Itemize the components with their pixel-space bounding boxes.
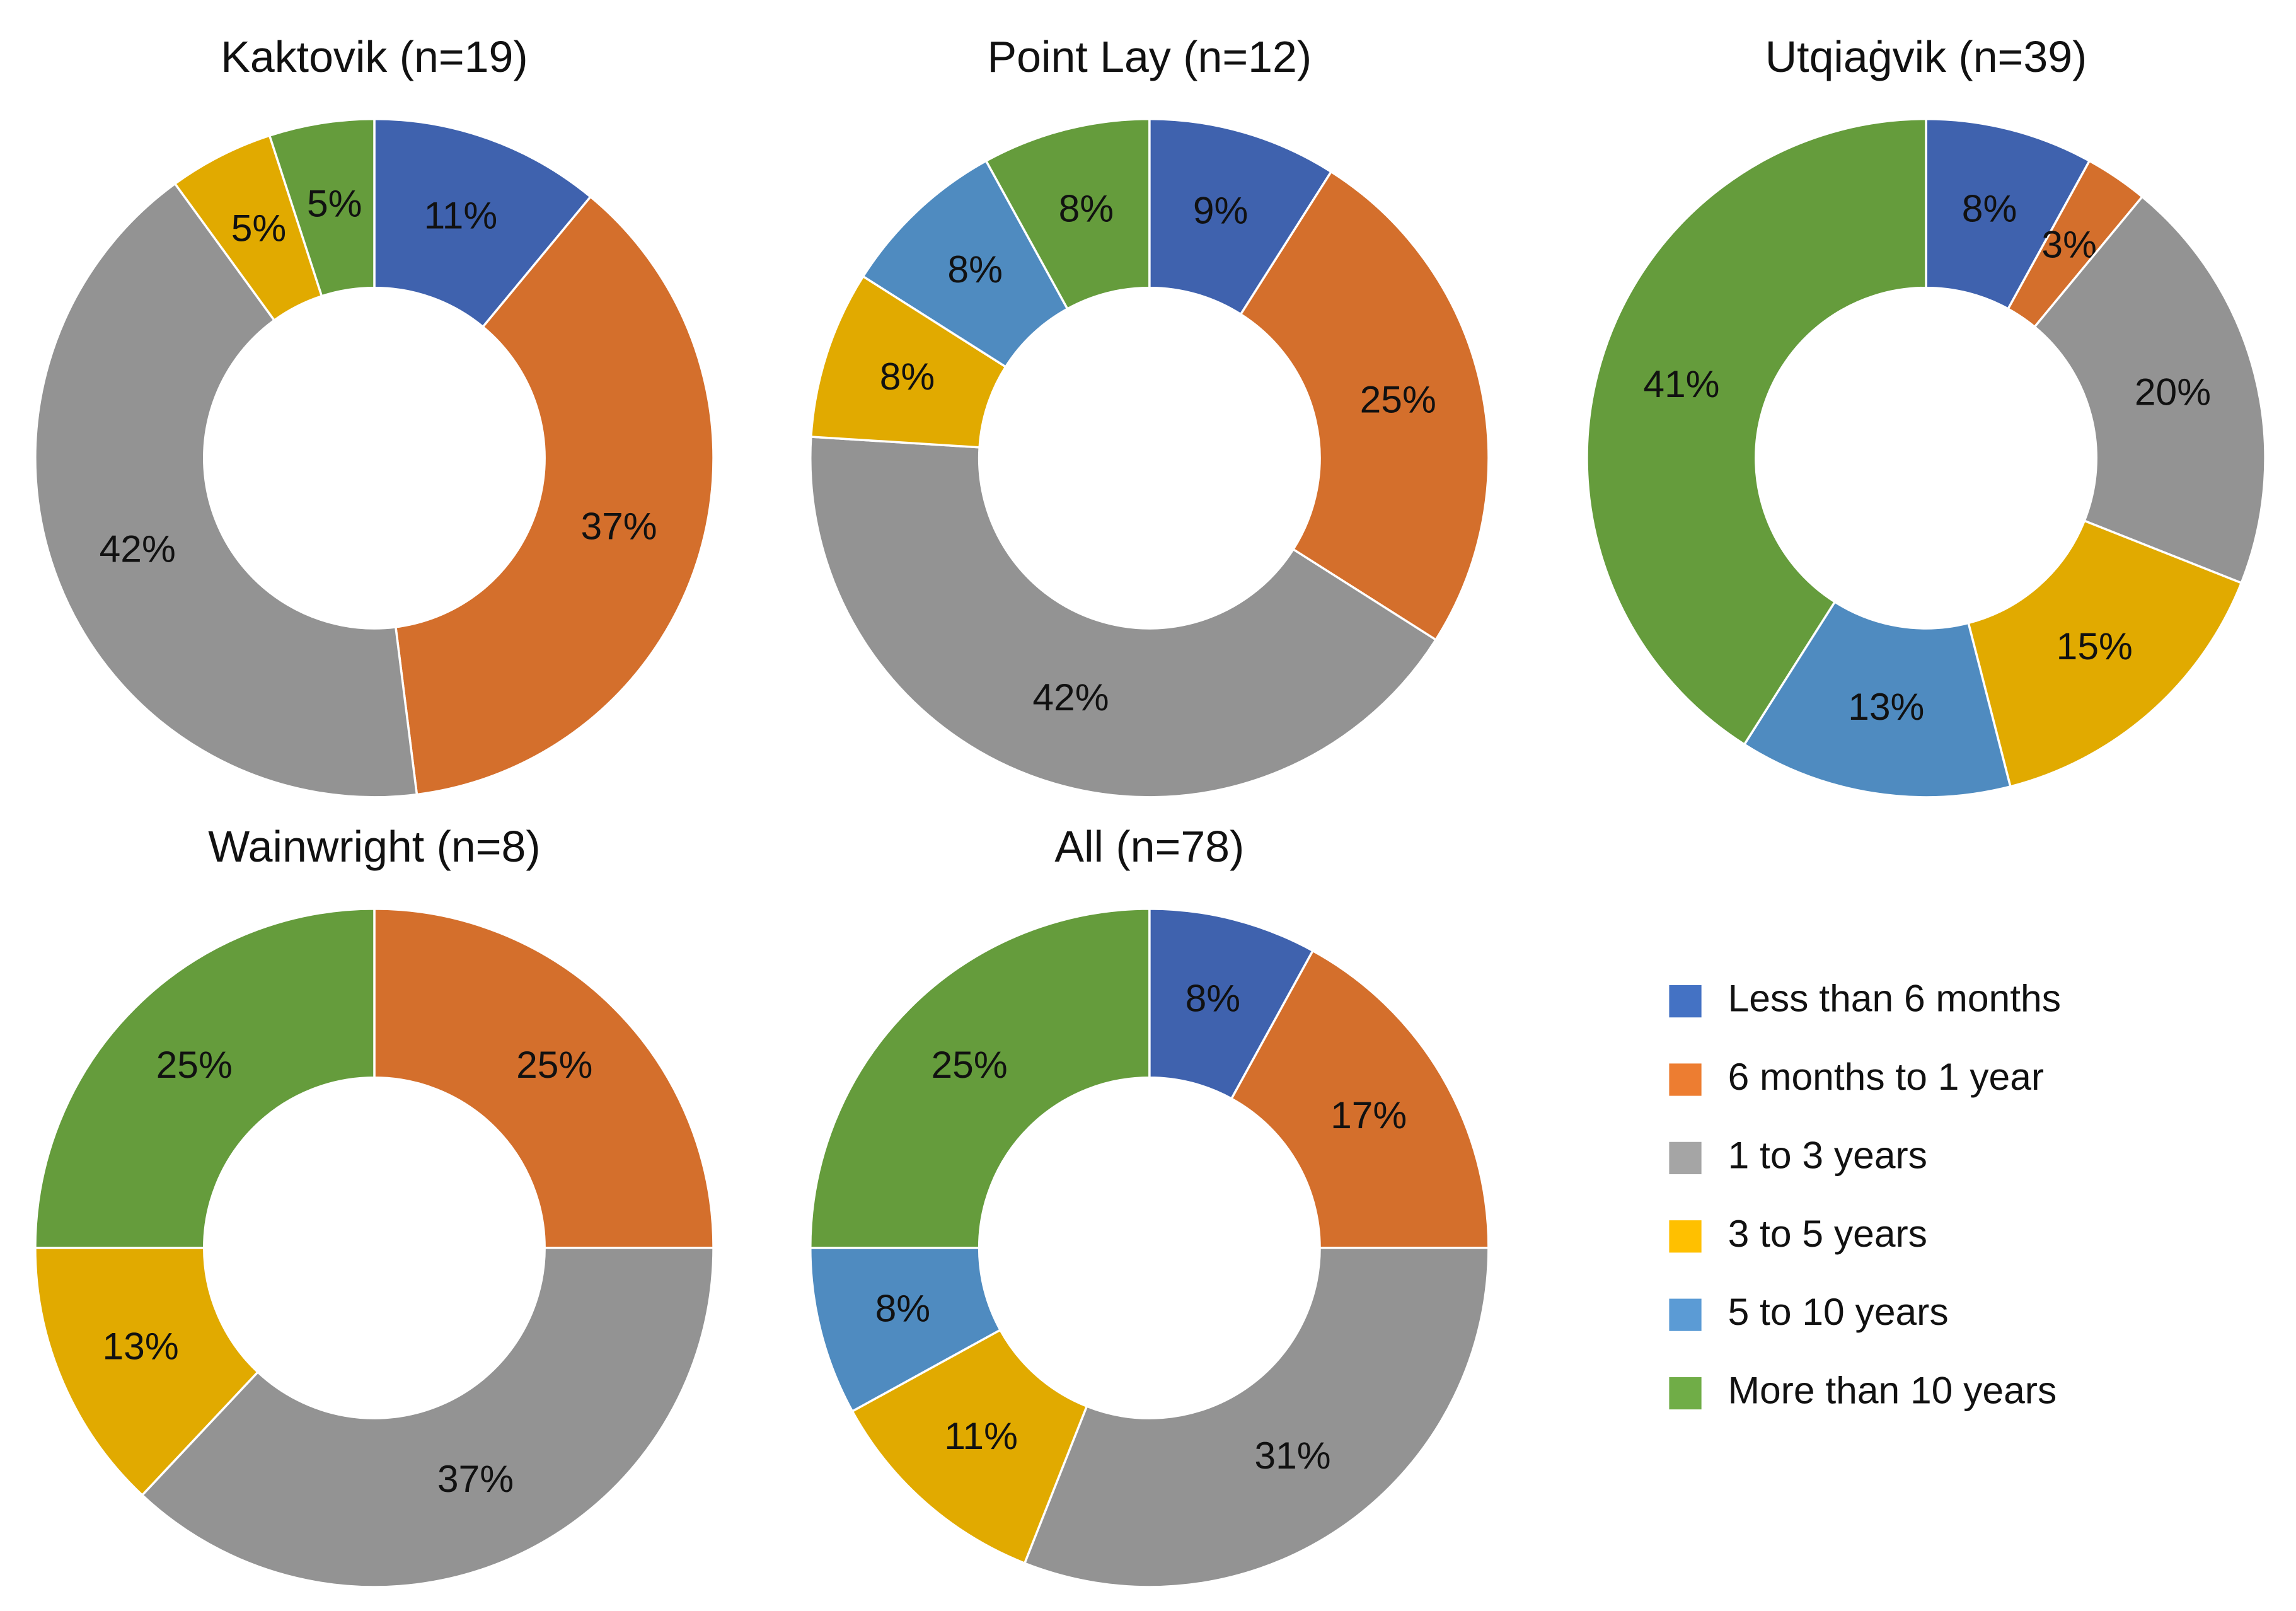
legend-label: More than 10 years xyxy=(1728,1369,2057,1412)
data-label: 25% xyxy=(156,1043,233,1086)
donut-slice xyxy=(373,908,715,1249)
data-label: 11% xyxy=(424,194,498,237)
chart-title: Point Lay (n=12) xyxy=(988,32,1312,81)
legend-swatch xyxy=(1669,1377,1702,1410)
legend-label: 6 months to 1 year xyxy=(1728,1055,2044,1098)
data-label: 41% xyxy=(1643,362,1719,405)
data-label: 20% xyxy=(2135,370,2211,413)
legend-swatch xyxy=(1669,985,1702,1018)
chart-title: Kaktovik (n=19) xyxy=(221,32,528,81)
donut-slice xyxy=(1239,170,1490,642)
data-label: 31% xyxy=(1254,1434,1330,1477)
data-label: 8% xyxy=(875,1286,931,1329)
donut-slice xyxy=(34,908,376,1249)
legend-swatch xyxy=(1669,1141,1702,1174)
data-label: 11% xyxy=(944,1414,1018,1457)
data-label: 42% xyxy=(100,528,176,570)
donut-slice xyxy=(34,1247,260,1497)
data-label: 8% xyxy=(1059,187,1114,229)
donut-slice xyxy=(1967,519,2243,788)
data-label: 42% xyxy=(1032,676,1109,719)
legend-swatch xyxy=(1669,1063,1702,1096)
legend-label: 5 to 10 years xyxy=(1728,1290,1949,1333)
donut-slice xyxy=(2033,195,2266,585)
data-label: 8% xyxy=(1962,187,2017,229)
data-label: 25% xyxy=(1360,378,1436,421)
chart-title: Wainwright (n=8) xyxy=(208,822,540,871)
data-label: 9% xyxy=(1193,189,1249,232)
data-label: 13% xyxy=(102,1324,178,1367)
legend-swatch xyxy=(1669,1220,1702,1253)
donut-slice xyxy=(34,182,418,799)
data-label: 8% xyxy=(880,355,935,398)
donut-slice xyxy=(1230,949,1490,1249)
donut-slice xyxy=(984,117,1151,311)
donut-slice xyxy=(268,117,376,298)
donut-slice xyxy=(394,195,715,796)
data-label: 3% xyxy=(2041,223,2097,266)
data-label: 17% xyxy=(1330,1094,1407,1136)
donut-slice xyxy=(850,1328,1088,1565)
donut-slice xyxy=(373,117,592,329)
data-label: 8% xyxy=(947,248,1003,291)
data-label: 13% xyxy=(1848,685,1924,728)
donut-slice xyxy=(1743,600,2012,799)
legend-label: 3 to 5 years xyxy=(1728,1212,1927,1255)
data-label: 15% xyxy=(2057,625,2133,667)
data-label: 25% xyxy=(931,1043,1007,1086)
data-label: 5% xyxy=(231,207,287,250)
data-label: 37% xyxy=(580,505,657,548)
data-label: 5% xyxy=(307,182,362,225)
legend-label: 1 to 3 years xyxy=(1728,1133,1927,1176)
data-label: 37% xyxy=(437,1457,514,1500)
legend-swatch xyxy=(1669,1298,1702,1331)
legend-label: Less than 6 months xyxy=(1728,977,2061,1020)
chart-title: All (n=78) xyxy=(1054,822,1244,871)
donut-slice xyxy=(809,908,1151,1249)
chart-title: Utqiaġvik (n=39) xyxy=(1765,32,2087,81)
data-label: 8% xyxy=(1185,976,1241,1019)
donut-slice xyxy=(141,1247,715,1588)
donut-slice xyxy=(809,436,1438,799)
donut-slice xyxy=(1586,117,1927,746)
donut-slice xyxy=(1023,1247,1490,1588)
data-label: 25% xyxy=(516,1043,592,1086)
